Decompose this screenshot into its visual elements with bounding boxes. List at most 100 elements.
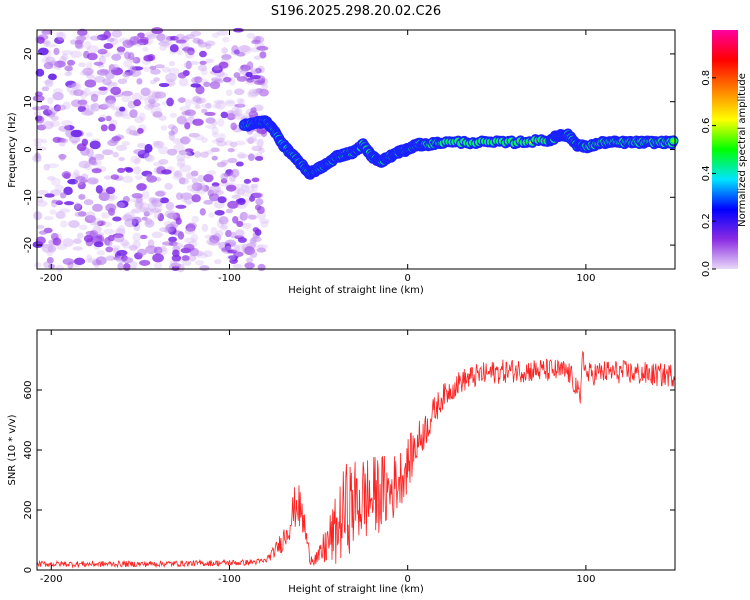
spectrogram-cell — [122, 39, 134, 49]
spectrogram-cell — [177, 263, 185, 273]
spectrogram-cell — [38, 230, 48, 235]
spectrogram-cell — [33, 142, 42, 147]
spectrogram-cell — [155, 92, 165, 99]
spectrogram-cell — [227, 147, 235, 153]
spectrogram-cell — [195, 97, 203, 105]
spectrogram-cell — [255, 67, 262, 74]
spectrogram-cell — [48, 107, 58, 116]
spectrogram-cell — [169, 44, 179, 53]
spectrogram-cell — [233, 113, 244, 120]
spectrogram-cell — [63, 201, 75, 206]
spectrogram-cell — [261, 84, 269, 89]
spectrogram-cell — [222, 36, 230, 43]
spectrogram-cell — [147, 95, 155, 102]
spectrogram-cell — [117, 262, 124, 271]
spectrogram-cell — [125, 128, 133, 135]
spectrogram-cell — [42, 120, 54, 130]
spectrogram-cell — [184, 227, 196, 235]
spectrogram-cell — [64, 124, 75, 131]
spectrogram-cell — [47, 176, 56, 181]
spectrogram-cell — [110, 174, 119, 180]
spectrogram-cell — [122, 241, 131, 249]
spectrogram-cell — [103, 30, 112, 39]
spectrogram-cell — [50, 115, 59, 121]
spectrogram-cell — [150, 106, 162, 116]
spectrogram-cell — [235, 161, 244, 167]
spectrogram-cell — [71, 140, 78, 145]
spectrogram-cell — [98, 117, 106, 122]
spectrogram-cell — [201, 223, 209, 232]
spectrogram-cell — [233, 244, 241, 253]
spectrogram-cell — [133, 166, 141, 175]
colorbar-tick-label: 0.6 — [701, 118, 712, 134]
spectrogram-cell — [227, 200, 239, 209]
spectrogram-cell — [252, 88, 265, 95]
spectrogram-cell — [139, 234, 148, 240]
spectrogram-cell — [68, 220, 80, 228]
spectrogram-cell — [243, 186, 256, 194]
spectrogram-cell — [49, 209, 57, 215]
spectrogram-cell — [78, 224, 88, 231]
spectrogram-cell — [99, 114, 108, 122]
spectrogram-cell — [163, 220, 173, 228]
spectrogram-cell — [107, 99, 116, 108]
spectrogram-cell — [55, 104, 67, 111]
colorbar-tick-label: 0.2 — [701, 213, 712, 229]
spectrogram-cell — [140, 87, 151, 97]
spectrogram-cell — [183, 151, 193, 159]
spectrogram-cell — [47, 97, 54, 105]
spectrogram-cell — [139, 36, 149, 43]
spectrogram-cell — [204, 150, 214, 155]
spectrogram-cell — [199, 265, 210, 272]
spectrogram-cell — [134, 199, 145, 205]
spectrogram-cell — [144, 143, 153, 153]
spectrogram-cell — [152, 161, 165, 167]
spectrogram-cell — [43, 62, 54, 70]
spectrogram-cell — [148, 197, 157, 203]
spectrogram-cell — [35, 68, 45, 77]
spectrogram-cell — [145, 217, 153, 225]
spectrogram-cell — [56, 31, 67, 41]
spectrogram-cell — [65, 80, 77, 88]
spectrogram-cell — [121, 90, 133, 97]
spectrogram-cell — [253, 55, 262, 60]
spectrogram-cell — [197, 174, 205, 183]
spectrogram-cell — [219, 133, 226, 140]
spectrogram-cell — [34, 153, 42, 162]
spectrogram-cell — [35, 115, 45, 124]
spectrogram-cell — [250, 67, 260, 76]
spectrogram-cell — [236, 97, 244, 104]
spectrogram-cell — [44, 78, 54, 88]
spectrogram-cell — [176, 115, 187, 125]
spectrogram-cell — [251, 236, 262, 243]
spectrogram-cell — [240, 64, 248, 70]
spectrogram-cell — [135, 202, 145, 207]
spectrogram-cell — [93, 76, 106, 83]
spectrogram-cell — [93, 61, 104, 66]
spectrogram-cell — [54, 60, 66, 68]
spectrogram-cell — [105, 246, 114, 253]
spectrogram-cell — [117, 78, 128, 85]
spectrogram-cell — [191, 177, 199, 184]
y-tick-label: 20 — [23, 48, 34, 61]
spectrogram-cell — [44, 193, 55, 198]
spectrogram-cell — [184, 200, 193, 206]
spectrogram-cell — [103, 43, 114, 50]
spectrogram-cell — [160, 125, 168, 131]
spectrogram-cell — [221, 221, 228, 230]
spectrogram-cell — [168, 67, 180, 76]
spectrogram-cell — [229, 141, 238, 148]
spectrogram-cell — [227, 249, 238, 254]
spectrogram-cell — [162, 39, 173, 48]
spectrogram-cell — [102, 101, 111, 109]
spectrogram-cell — [133, 99, 142, 107]
spectrogram-cell — [240, 185, 250, 192]
spectrogram-cell — [142, 208, 155, 216]
spectrogram-cell — [63, 124, 71, 133]
spectrogram-cell — [91, 161, 98, 166]
spectrogram-cell — [112, 216, 122, 222]
spectrogram-cell — [143, 152, 152, 161]
spectrogram-cell — [131, 216, 142, 224]
spectrogram-cell — [81, 110, 94, 116]
spectrogram-cell — [231, 194, 241, 199]
